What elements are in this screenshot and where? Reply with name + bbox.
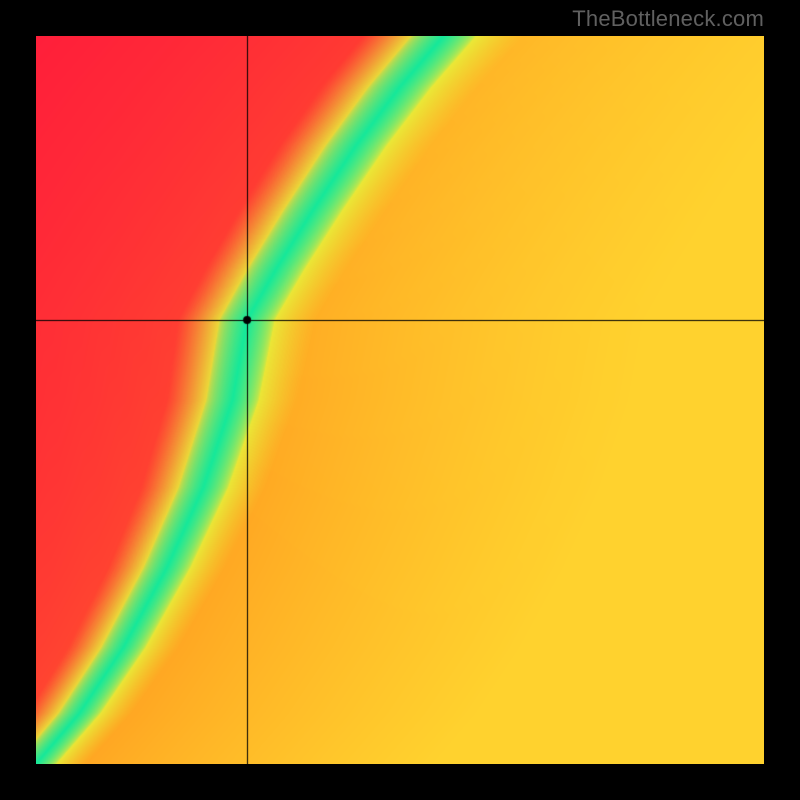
watermark: TheBottleneck.com <box>572 6 764 32</box>
bottleneck-heatmap <box>36 36 764 764</box>
chart-container: TheBottleneck.com <box>0 0 800 800</box>
